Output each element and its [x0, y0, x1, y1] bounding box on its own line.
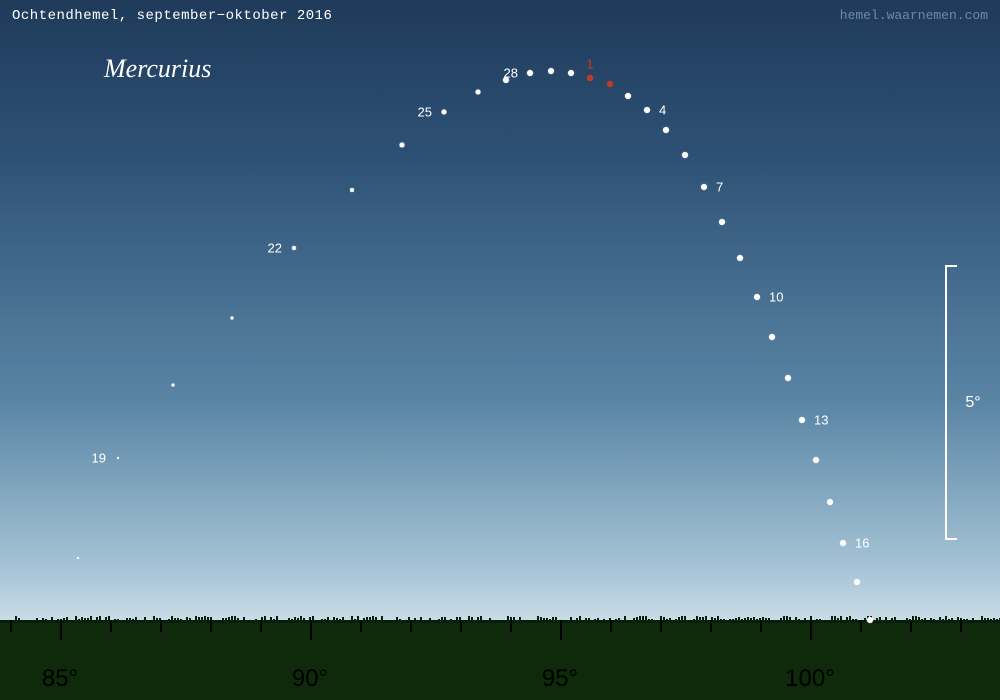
axis-tick [510, 620, 512, 632]
axis-tick [710, 620, 712, 632]
axis-label: 100° [785, 665, 835, 693]
axis-tick [610, 620, 612, 632]
position-dot [476, 90, 481, 95]
axis-tick [960, 620, 962, 632]
axis-tick [460, 620, 462, 632]
position-dot [527, 70, 533, 76]
planet-name: Mercurius [104, 54, 211, 84]
position-dot [737, 255, 743, 261]
position-dot [754, 294, 760, 300]
position-date-label: 7 [716, 180, 723, 195]
position-dot [77, 557, 79, 559]
position-dot [625, 93, 631, 99]
position-date-label: 28 [504, 66, 518, 81]
axis-label: 90° [292, 665, 328, 693]
position-date-label: 1 [586, 57, 593, 72]
axis-tick [360, 620, 362, 632]
axis-tick [310, 620, 312, 640]
position-dot [827, 499, 833, 505]
position-dot [719, 219, 725, 225]
scale-bar [945, 265, 957, 540]
axis-tick [110, 620, 112, 632]
position-dot [663, 127, 669, 133]
position-date-label: 22 [268, 241, 282, 256]
position-dot [587, 75, 593, 81]
position-dot [292, 246, 296, 250]
axis-tick [660, 620, 662, 632]
sky-background [0, 0, 1000, 620]
axis-tick [860, 620, 862, 632]
position-dot [644, 107, 650, 113]
position-dot [867, 617, 873, 623]
position-dot [785, 375, 791, 381]
position-dot [548, 68, 554, 74]
source-url: hemel.waarnemen.com [840, 8, 988, 23]
scale-bar-label: 5° [965, 394, 980, 412]
position-dot [117, 457, 119, 459]
axis-label: 85° [42, 665, 78, 693]
position-date-label: 25 [418, 105, 432, 120]
position-date-label: 16 [855, 536, 869, 551]
position-dot [769, 334, 775, 340]
axis-tick [910, 620, 912, 632]
position-date-label: 10 [769, 290, 783, 305]
axis-tick [260, 620, 262, 632]
position-dot [799, 417, 805, 423]
axis-tick [60, 620, 62, 640]
axis-tick [760, 620, 762, 632]
axis-tick [10, 620, 12, 632]
title-header: Ochtendhemel, september−oktober 2016 [12, 8, 332, 24]
axis-tick [210, 620, 212, 632]
position-dot [854, 579, 860, 585]
position-dot [172, 384, 175, 387]
axis-tick [160, 620, 162, 632]
position-dot [813, 457, 819, 463]
axis-tick [560, 620, 562, 640]
position-dot [840, 540, 846, 546]
position-dot [701, 184, 707, 190]
position-dot [350, 188, 354, 192]
position-dot [682, 152, 688, 158]
position-dot [231, 317, 234, 320]
ground [0, 620, 1000, 700]
position-date-label: 4 [659, 103, 666, 118]
position-dot [442, 110, 447, 115]
position-dot [568, 70, 574, 76]
axis-tick [810, 620, 812, 640]
position-dot [400, 143, 405, 148]
position-dot [607, 81, 613, 87]
position-date-label: 19 [92, 451, 106, 466]
axis-label: 95° [542, 665, 578, 693]
axis-tick [410, 620, 412, 632]
position-date-label: 13 [814, 413, 828, 428]
